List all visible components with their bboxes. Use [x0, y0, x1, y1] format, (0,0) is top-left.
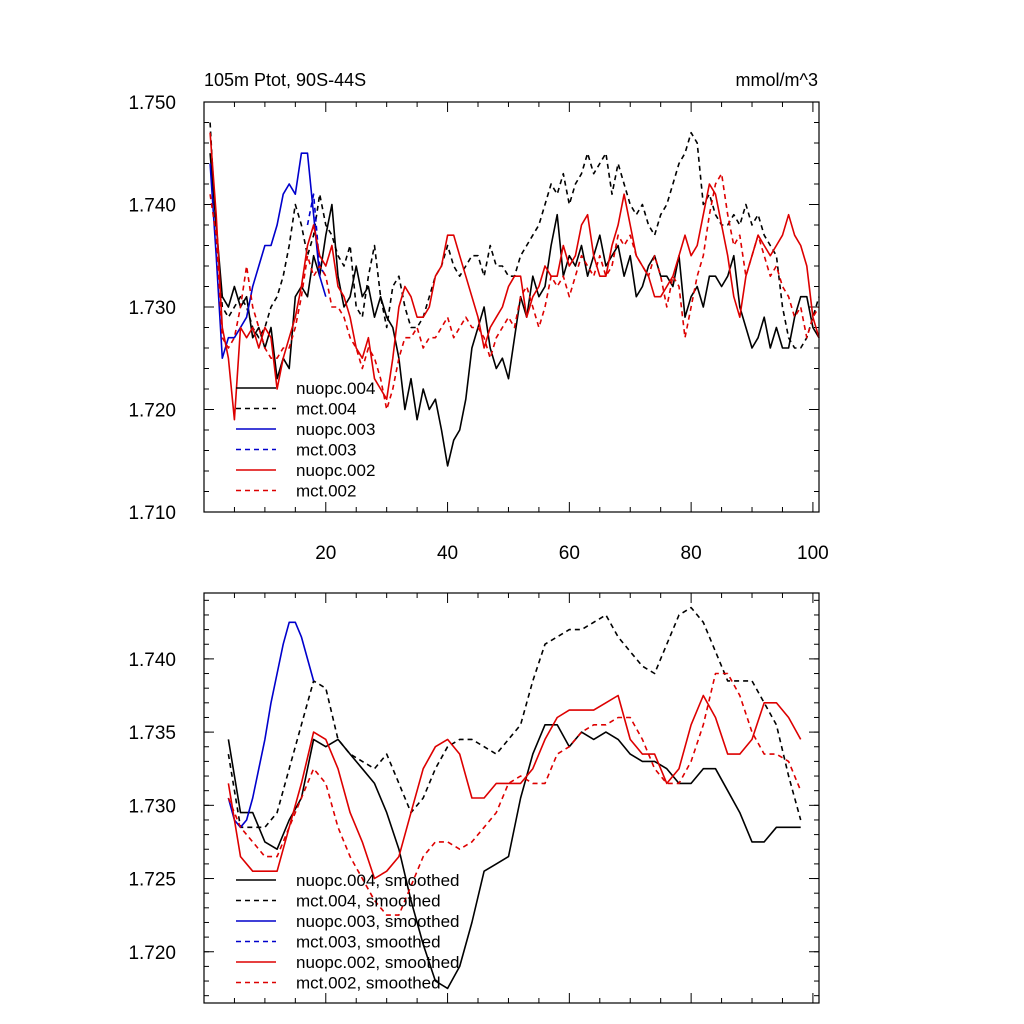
top-panel-title: 105m Ptot, 90S-44S [204, 70, 366, 90]
series-line-nuopc-002 [209, 132, 820, 421]
y-tick-label: 1.750 [128, 93, 176, 114]
top-panel-units: mmol/m^3 [736, 70, 818, 90]
legend-label: nuopc.002 [296, 461, 375, 480]
y-tick-label: 1.710 [128, 503, 176, 524]
legend-label: mct.003 [296, 441, 356, 460]
bottom-panel-frame [203, 592, 820, 1004]
legend-label: nuopc.004, smoothed [296, 871, 460, 890]
y-tick-label: 1.720 [128, 401, 176, 422]
bottom-panel-ticks: 1.720 1.725 1.730 1.735 1.740 [128, 593, 819, 1003]
top-panel-ticks: 20 40 60 80 100 1.710 1.720 1.730 1.740 1.750 [128, 93, 828, 564]
legend-label: mct.003, smoothed [296, 933, 441, 952]
y-tick-label: 1.730 [128, 796, 176, 817]
legend-label: mct.004, smoothed [296, 892, 441, 911]
x-tick-label: 100 [797, 543, 829, 564]
y-tick-label: 1.720 [128, 943, 176, 964]
series-line-nuopc-002-smoothed [227, 694, 802, 880]
bottom-panel: 1.720 1.725 1.730 1.735 1.740 nuopc.004, smo… [128, 592, 820, 1004]
top-panel-series [209, 122, 820, 467]
y-tick-label: 1.730 [128, 298, 176, 319]
y-tick-label: 1.740 [128, 650, 176, 671]
bottom-panel-series [227, 606, 802, 990]
legend-label: mct.002 [296, 482, 356, 501]
series-line-nuopc-004-smoothed [227, 723, 801, 990]
y-tick-label: 1.740 [128, 196, 176, 217]
series-line-mct-002-smoothed [227, 672, 802, 916]
x-tick-label: 20 [315, 543, 336, 564]
series-line-mct-002 [209, 172, 820, 411]
legend-label: nuopc.003 [296, 420, 375, 439]
legend-label: mct.004 [296, 400, 356, 419]
y-tick-label: 1.725 [128, 870, 176, 891]
top-panel: 105m Ptot, 90S-44S mmol/m^3 20 40 60 80 100 1… [128, 70, 828, 564]
series-line-nuopc-003-smoothed [227, 621, 315, 829]
series-line-nuopc-003 [209, 152, 327, 360]
y-tick-label: 1.735 [128, 723, 176, 744]
legend-label: nuopc.003, smoothed [296, 912, 460, 931]
x-tick-label: 40 [437, 543, 458, 564]
top-panel-frame [203, 101, 820, 513]
x-tick-label: 60 [559, 543, 580, 564]
x-tick-label: 80 [681, 543, 702, 564]
legend-label: nuopc.004 [296, 379, 375, 398]
legend-label: nuopc.002, smoothed [296, 953, 460, 972]
legend-label: mct.002, smoothed [296, 974, 441, 993]
series-line-mct-003 [306, 193, 327, 277]
